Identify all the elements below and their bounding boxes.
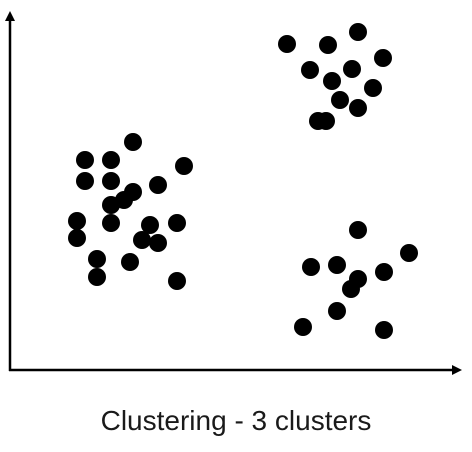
data-point <box>149 176 167 194</box>
data-point <box>76 151 94 169</box>
data-point <box>102 151 120 169</box>
data-point <box>88 268 106 286</box>
data-point <box>76 172 94 190</box>
data-point <box>102 172 120 190</box>
data-point <box>349 99 367 117</box>
data-point <box>323 72 341 90</box>
data-point <box>349 221 367 239</box>
data-point <box>375 263 393 281</box>
data-point <box>343 60 361 78</box>
data-point <box>328 256 346 274</box>
data-point <box>149 234 167 252</box>
data-point <box>115 191 133 209</box>
data-point <box>124 133 142 151</box>
data-point <box>168 272 186 290</box>
data-point <box>342 280 360 298</box>
data-point <box>102 214 120 232</box>
data-point <box>400 244 418 262</box>
plot-area <box>5 11 462 375</box>
data-point <box>68 229 86 247</box>
data-point <box>141 216 159 234</box>
data-point <box>319 36 337 54</box>
data-points <box>68 23 418 339</box>
data-point <box>294 318 312 336</box>
data-point <box>375 321 393 339</box>
data-point <box>309 112 327 130</box>
data-point <box>133 231 151 249</box>
data-point <box>175 157 193 175</box>
chart-caption: Clustering - 3 clusters <box>100 405 372 436</box>
data-point <box>328 302 346 320</box>
data-point <box>168 214 186 232</box>
data-point <box>374 49 392 67</box>
data-point <box>349 23 367 41</box>
data-point <box>278 35 296 53</box>
data-point <box>364 79 382 97</box>
data-point <box>88 250 106 268</box>
data-point <box>68 212 86 230</box>
data-point <box>301 61 319 79</box>
data-point <box>121 253 139 271</box>
data-point <box>302 258 320 276</box>
data-point <box>331 91 349 109</box>
